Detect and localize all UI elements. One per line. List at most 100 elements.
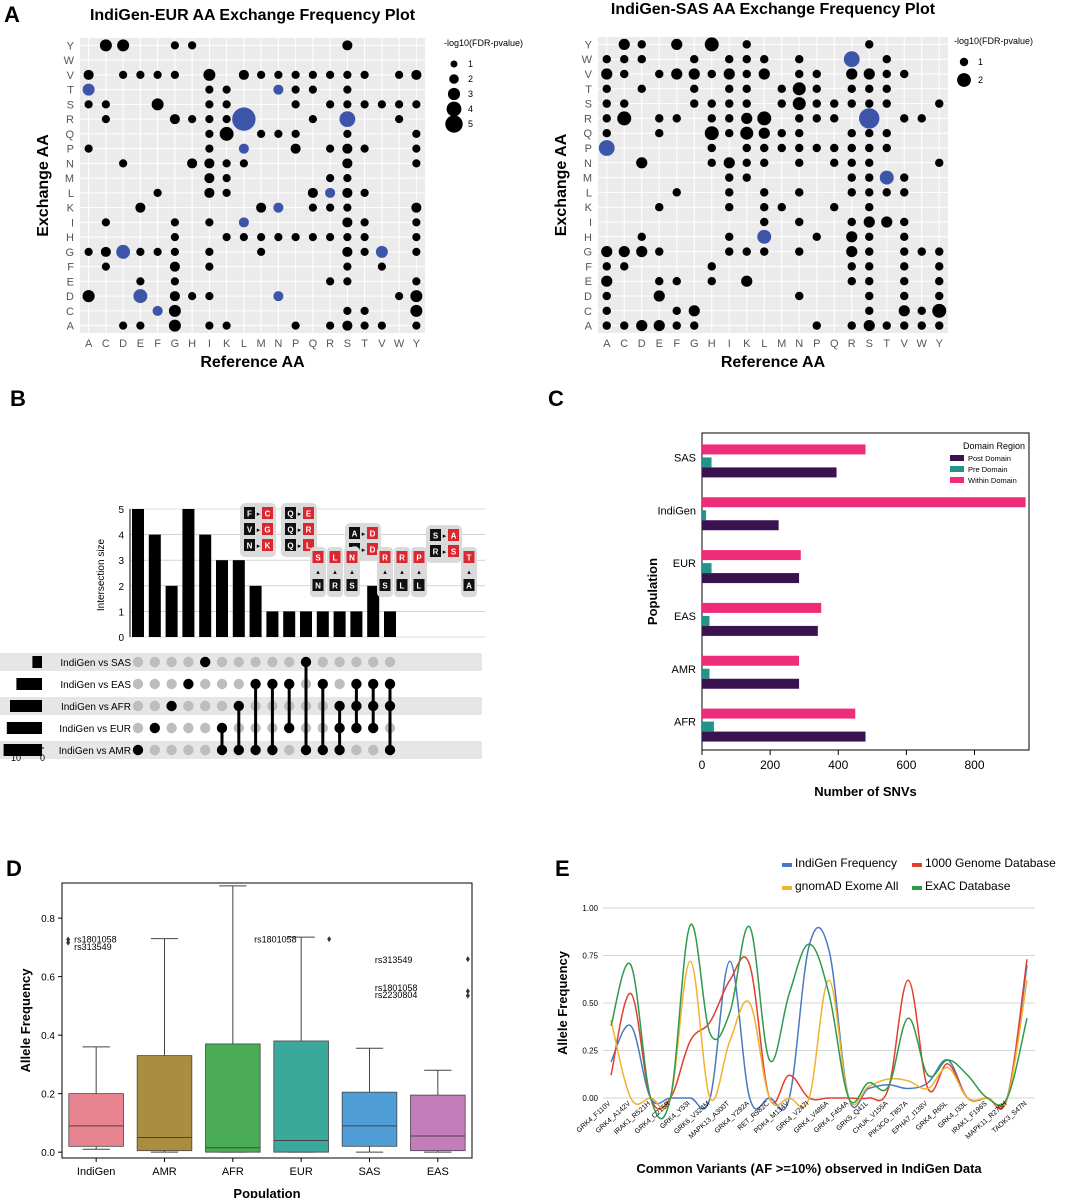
data-point [620,99,629,108]
matrix-dot [334,656,345,668]
data-point [204,173,215,184]
data-point [688,68,700,80]
matrix-dot-active [334,700,345,712]
matrix-dot-active [317,678,328,690]
data-point [119,70,128,79]
data-point [777,99,786,108]
vtag-arrow: ▴ [383,569,387,576]
tag-arrow: ▸ [298,543,302,550]
data-point [900,188,909,197]
data-point [343,203,352,212]
data-point [170,218,179,227]
y-tick-label: W [64,55,75,67]
data-point [812,114,821,123]
y-axis-title: Intersection size [96,538,107,611]
y-tick-label: Q [583,128,592,140]
x-tick-label: A [85,338,93,350]
tag-alt-letter: D [370,530,376,539]
tag-arrow: ▸ [298,511,302,518]
data-point [760,54,769,64]
matrix-dot-active [284,678,295,690]
y-tick-label: N [66,158,74,170]
data-point [760,247,769,256]
data-point [637,40,646,49]
data-point [83,69,94,80]
y-tick-label: H [584,232,592,244]
tag-alt-box [303,539,314,551]
intersection-upset-plot: 0 1 2 3 4 5 Intersection size IndiGen vs SAS Ind… [0,503,485,763]
legend-label: Within Domain [968,476,1017,485]
data-point [601,68,613,80]
data-point [82,290,95,303]
matrix-dot [233,678,244,690]
intersection-bar [232,560,245,637]
data-point [932,303,947,318]
data-point [760,143,769,153]
data-point [655,114,664,123]
x-tick-label: L [241,338,247,350]
data-point [690,321,699,330]
category-label: EAS [674,611,696,623]
data-point [865,99,874,108]
legend-swatch [950,466,964,472]
matrix-dot-active [250,678,261,690]
highlight-point [859,108,880,129]
data-point [291,129,300,138]
box [136,1055,193,1152]
data-point [655,247,664,256]
plot-frame [61,882,473,1159]
data-point [847,276,856,286]
data-point [882,99,891,108]
data-point [704,37,719,52]
data-point [169,291,180,302]
data-point [205,262,214,271]
y-tick-label: P [67,144,74,156]
intersection-bar [132,509,144,637]
y-tick-label: R [584,113,592,125]
matrix-dot [166,678,177,690]
data-point [291,85,300,94]
box [68,1093,124,1147]
x-tick-label: N [795,338,803,350]
data-point [636,246,648,258]
box [410,1094,466,1152]
data-point [257,129,266,138]
data-point [601,275,613,287]
highlight-point [238,143,249,154]
x-tick-label: D [119,338,127,350]
matrix-dot [368,656,379,668]
matrix-dot-active [368,678,379,690]
panel-letter-b: B [10,386,26,411]
data-point [84,100,93,109]
x-axis-title: Common Variants (AF >=10%) observed in I… [636,1161,982,1176]
data-point [882,321,891,330]
data-point [900,173,909,182]
data-point [935,247,944,256]
data-point [847,158,856,168]
data-point [343,100,352,109]
tag-ref-letter: A [352,530,358,539]
data-point [170,233,179,242]
outlier-annotation: rs313549 [74,942,112,952]
data-point [636,157,648,169]
data-point [917,306,926,316]
x-tick-label: S [344,338,351,350]
data-point [618,38,630,51]
data-point [653,320,665,332]
y-tick-label: 0.0 [41,1148,55,1159]
outlier-marker [327,936,332,943]
data-point [900,247,909,256]
highlight-point [375,245,388,258]
matrix-dot-active [183,678,194,690]
data-point [136,247,145,256]
data-point [326,203,335,212]
data-point [792,97,806,111]
x-tick-label: Y [413,338,421,350]
tag-ref-box [430,545,441,557]
data-point [795,217,804,227]
y-tick-label: C [584,306,592,318]
highlight-point [598,140,615,156]
data-point [812,232,821,242]
matrix-dot-active [216,722,228,734]
legend-marker [447,87,461,101]
